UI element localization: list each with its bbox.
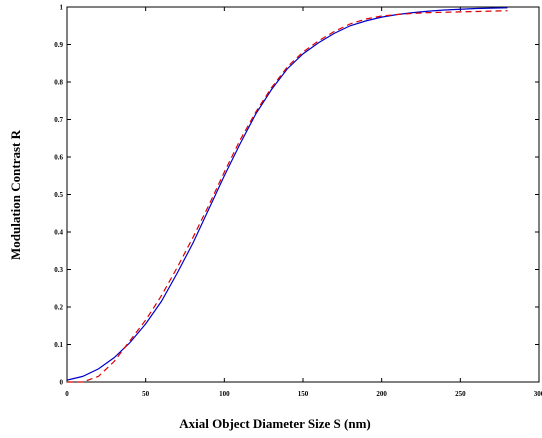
y-tick-label: 0.9 xyxy=(54,41,63,49)
x-tick-label: 200 xyxy=(376,390,387,398)
y-tick-label: 0.3 xyxy=(54,266,63,274)
x-tick-label: 50 xyxy=(142,390,150,398)
data-line xyxy=(66,7,508,381)
plot-frame xyxy=(66,6,540,383)
data-line xyxy=(67,10,508,383)
y-tick-label: 0.1 xyxy=(54,341,63,349)
y-tick-label: 0.8 xyxy=(54,79,63,87)
y-axis-label: Modulation Contrast R xyxy=(8,129,23,260)
y-tick-label: 0.4 xyxy=(54,229,63,237)
x-tick-label: 100 xyxy=(219,390,230,398)
x-axis-label: Axial Object Diameter Size S (nm) xyxy=(179,416,370,431)
x-tick-label: 250 xyxy=(455,390,466,398)
y-tick-label: 0.2 xyxy=(54,304,63,312)
y-tick-label: 0.7 xyxy=(54,116,63,124)
y-tick-label: 0 xyxy=(60,379,64,387)
y-tick-label: 0.5 xyxy=(54,191,63,199)
y-tick-label: 0.6 xyxy=(54,154,63,162)
x-tick-label: 150 xyxy=(298,390,309,398)
x-tick-label: 300 xyxy=(534,390,542,398)
y-tick-label: 1 xyxy=(60,4,64,12)
x-tick-label: 0 xyxy=(65,390,69,398)
